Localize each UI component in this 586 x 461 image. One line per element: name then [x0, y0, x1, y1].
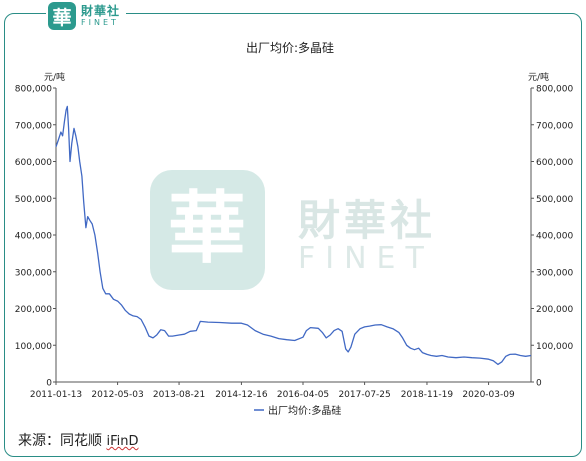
legend-label: 出厂均价:多晶硅 — [268, 404, 341, 417]
y-tick-label-right: 300,000 — [536, 268, 573, 278]
y-axis-unit-right: 元/吨 — [528, 71, 549, 83]
x-tick-label: 2013-08-21 — [153, 390, 205, 400]
y-tick-label-left: 700,000 — [15, 121, 52, 131]
source-note: 来源：同花顺 iFinD — [18, 430, 138, 450]
source-provider: iFinD — [106, 434, 139, 449]
watermark-name-en: FINET — [298, 241, 434, 276]
x-tick-label: 2016-04-05 — [277, 390, 329, 400]
x-tick-label: 2020-03-09 — [462, 390, 515, 400]
x-tick-label: 2011-01-13 — [30, 390, 82, 400]
x-tick-label: 2018-11-19 — [401, 390, 454, 400]
y-tick-label-right: 700,000 — [536, 121, 573, 131]
watermark: 華 財華社 FINET — [150, 170, 436, 290]
watermark-name-cn: 財華社 — [298, 196, 436, 245]
series-line — [55, 105, 532, 366]
chart-frame — [4, 13, 582, 457]
y-tick-label-right: 100,000 — [536, 342, 573, 352]
source-label: 来源：同花顺 — [18, 433, 102, 449]
legend: 出厂均价:多晶硅 — [254, 404, 341, 417]
series-group — [55, 105, 532, 366]
axes — [53, 87, 534, 385]
x-tick-label: 2014-12-16 — [215, 390, 268, 400]
y-tick-label-right: 500,000 — [536, 195, 573, 205]
y-tick-label-left: 300,000 — [15, 268, 52, 278]
watermark-logo-char: 華 — [168, 184, 246, 274]
y-tick-label-left: 500,000 — [15, 195, 52, 205]
brand-name-en: FINET — [81, 18, 119, 27]
tick-labels: 0 0 100,000 100,000 200,000 200,000 300,000 300… — [15, 85, 574, 401]
y-tick-label-right: 400,000 — [536, 232, 573, 242]
y-tick-label-left: 600,000 — [15, 158, 52, 168]
brand-logo-icon: 華 — [48, 2, 76, 30]
y-tick-label-left: 200,000 — [15, 305, 52, 315]
chart-title: 出厂均价:多晶硅 — [246, 41, 334, 55]
y-tick-label-left: 0 — [46, 379, 52, 389]
x-tick-label: 2012-05-03 — [91, 390, 143, 400]
brand-text: 財華社 FINET — [81, 5, 120, 27]
y-axis-unit-left: 元/吨 — [44, 71, 65, 83]
brand-name-cn: 財華社 — [81, 4, 121, 18]
brand-header: 華 財華社 FINET — [46, 2, 127, 30]
y-tick-label-right: 600,000 — [536, 158, 573, 168]
y-tick-label-left: 400,000 — [15, 232, 52, 242]
y-tick-label-right: 0 — [536, 379, 542, 389]
y-tick-label-left: 800,000 — [15, 85, 52, 95]
y-tick-label-right: 200,000 — [536, 305, 573, 315]
x-tick-label: 2017-07-25 — [338, 390, 390, 400]
y-tick-label-right: 800,000 — [536, 85, 573, 95]
watermark-logo-icon — [150, 170, 265, 290]
y-tick-label-left: 100,000 — [15, 342, 52, 352]
